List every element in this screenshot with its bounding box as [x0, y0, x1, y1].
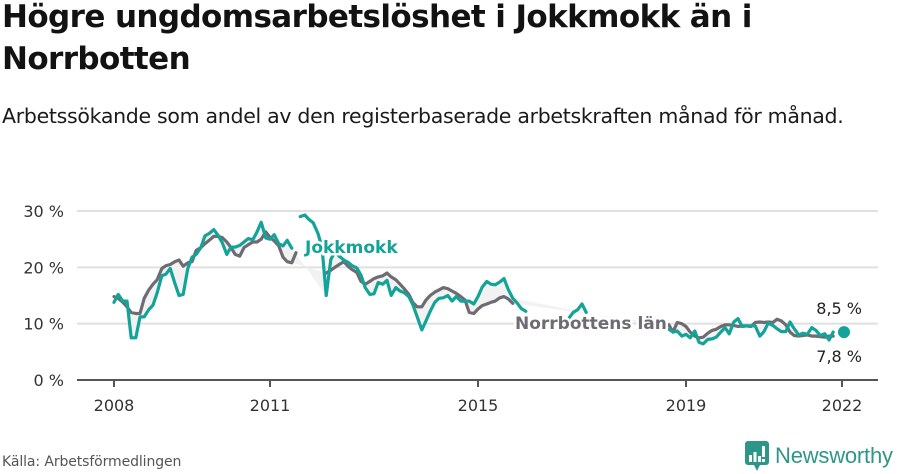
difference-area: [114, 222, 834, 344]
norrbotten-end-value: 7,8 %: [816, 347, 862, 366]
gridlines: [77, 210, 878, 325]
jokkmokk-line: [567, 302, 588, 320]
norrbotten-line: [112, 230, 298, 316]
difference-fill: [114, 222, 834, 344]
y-tick-label: 0 %: [34, 371, 64, 390]
source-note: Källa: Arbetsförmedlingen: [2, 454, 182, 470]
end-point-dot: [838, 326, 850, 339]
jokkmokk-line: [112, 220, 294, 340]
brand-logo[interactable]: Newsworthy: [745, 441, 893, 471]
line-chart: 0 % 10 % 20 % 30 % 2008 2011 2015 2019 2022 Jok…: [23, 202, 878, 415]
x-tick-label: 2011: [250, 396, 291, 415]
x-tick-label: 2015: [458, 396, 499, 415]
chart-title: Högre ungdomsarbetslöshet i Jokkmokk än …: [2, 0, 752, 77]
x-axis: 2008 2011 2015 2019 2022: [77, 379, 878, 415]
norrbotten-line: [324, 260, 515, 316]
jokkmokk-label: Jokkmokk: [304, 238, 398, 258]
y-tick-label: 30 %: [23, 202, 64, 221]
y-tick-label: 20 %: [23, 258, 64, 277]
series-labels: Jokkmokk Norrbottens län 8,5 % 7,8 %: [302, 236, 863, 367]
brand-name: Newsworthy: [775, 443, 893, 468]
x-tick-label: 2019: [666, 396, 707, 415]
bar-chart-speech-bubble-icon: [745, 441, 769, 471]
y-tick-label: 10 %: [23, 315, 64, 334]
jokkmokk-end-value: 8,5 %: [816, 299, 862, 318]
series-lines: [112, 213, 835, 346]
x-tick-label: 2008: [94, 396, 135, 415]
norrbotten-label: Norrbottens län: [515, 314, 667, 334]
jokkmokk-line: [298, 213, 528, 332]
jokkmokk-line: [667, 317, 835, 346]
chart-subtitle: Arbetssökande som andel av den registerb…: [2, 104, 844, 128]
y-axis-ticks: 0 % 10 % 20 % 30 %: [23, 202, 64, 390]
x-tick-label: 2022: [822, 396, 863, 415]
